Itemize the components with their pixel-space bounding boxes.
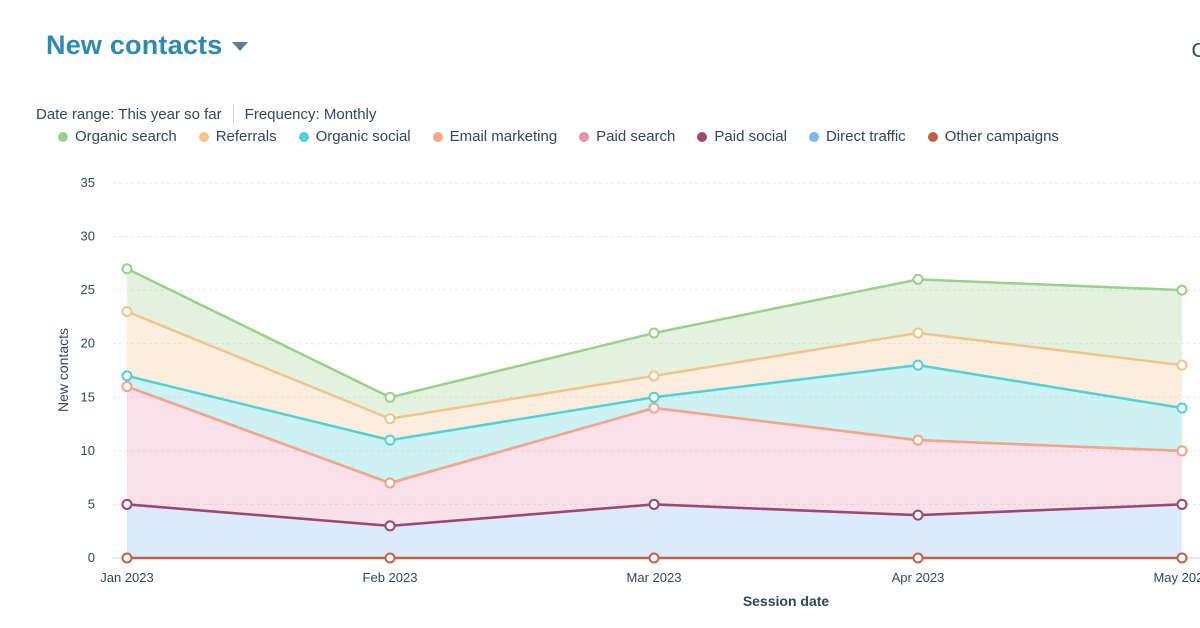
legend-item-paid-social[interactable]: Paid social [697,128,787,145]
cut-off-glyph: C [1191,40,1200,62]
chart-legend: Organic search Referrals Organic social Ema… [58,128,1081,145]
y-tick-label: 25 [81,282,95,297]
point-other-campaigns [384,552,396,564]
y-tick-label: 20 [81,336,95,351]
point-referrals [1176,359,1188,371]
point-paid-social [384,520,396,532]
point-email-marketing [648,402,660,414]
point-referrals [912,327,924,339]
y-tick-label: 30 [81,229,95,244]
legend-dot-icon [432,131,443,142]
x-tick-label: Apr 2023 [892,570,945,585]
point-referrals [384,413,396,425]
legend-dot-icon [579,131,590,142]
legend-dot-icon [198,131,209,142]
point-organic-search [384,391,396,403]
y-tick-label: 5 [88,496,95,511]
filter-divider [232,104,234,124]
point-paid-social [1176,498,1188,510]
frequency-filter[interactable]: Frequency: Monthly [244,105,377,123]
point-other-campaigns [648,552,660,564]
x-tick-label: Mar 2023 [627,570,682,585]
x-tick-label: May 2023 [1153,570,1200,585]
legend-item-email-marketing[interactable]: Email marketing [432,128,558,145]
legend-dot-icon [808,131,819,142]
legend-dot-icon [927,131,938,142]
legend-item-organic-search[interactable]: Organic search [58,128,177,145]
area-organic-social [127,365,1182,483]
y-tick-label: 10 [81,443,95,458]
point-paid-social [121,498,133,510]
area-layers [127,268,1182,558]
legend-item-direct-traffic[interactable]: Direct traffic [808,128,906,145]
point-paid-social [912,509,924,521]
legend-item-referrals[interactable]: Referrals [198,128,277,145]
point-email-marketing [912,434,924,446]
report-title-dropdown[interactable]: New contacts [46,30,249,61]
y-tick-label: 0 [88,550,95,565]
date-range-filter[interactable]: Date range: This year so far [36,105,222,123]
point-referrals [121,306,133,318]
legend-label: Paid search [596,128,676,145]
legend-label: Organic social [315,128,411,145]
legend-label: Direct traffic [825,128,906,145]
legend-label: Paid social [714,128,787,145]
area-organic-search [127,268,1182,419]
caret-down-icon [232,42,249,51]
legend-label: Referrals [215,128,277,145]
area-paid-search [127,386,1182,526]
legend-dot-icon [298,131,309,142]
page-title: New contacts [46,30,223,60]
y-axis-title: New contacts [55,328,71,412]
point-organic-search [121,263,133,275]
point-organic-social [1176,402,1188,414]
point-organic-social [384,434,396,446]
point-organic-search [648,327,660,339]
legend-dot-icon [58,131,68,142]
y-tick-label: 35 [81,175,95,190]
point-referrals [648,370,660,382]
point-email-marketing [1176,445,1188,457]
point-other-campaigns [912,552,924,564]
legend-label: Email marketing [449,128,558,145]
x-tick-label: Feb 2023 [363,570,418,585]
point-email-marketing [384,477,396,489]
legend-item-organic-social[interactable]: Organic social [298,128,411,145]
point-organic-social [648,391,660,403]
legend-item-paid-search[interactable]: Paid search [579,128,675,145]
legend-label: Organic search [75,128,177,145]
point-organic-social [121,370,133,382]
point-paid-social [648,498,660,510]
y-tick-label: 15 [81,389,95,404]
point-organic-search [1176,284,1188,296]
point-other-campaigns [121,552,133,564]
point-organic-social [912,359,924,371]
point-organic-search [912,273,924,285]
filter-bar: Date range: This year so far Frequency: … [36,104,376,124]
series-points [121,263,1188,564]
x-tick-label: Jan 2023 [100,570,154,585]
legend-label: Other campaigns [944,128,1059,145]
legend-item-other-campaigns[interactable]: Other campaigns [927,128,1059,145]
x-axis-title: Session date [743,593,830,609]
point-other-campaigns [1176,552,1188,564]
legend-dot-icon [697,131,708,142]
point-email-marketing [121,381,133,393]
